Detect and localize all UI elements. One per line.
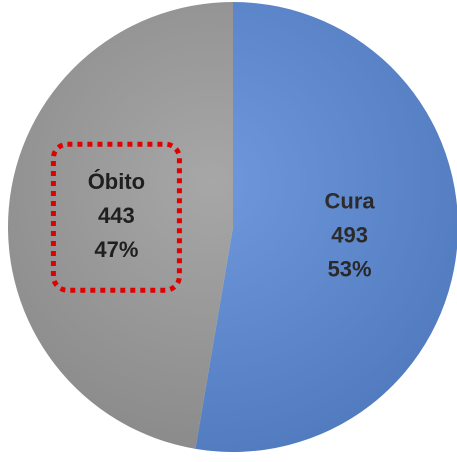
slice-percent: 53% bbox=[328, 257, 372, 282]
pie-slice bbox=[195, 2, 457, 452]
slice-label: Óbito bbox=[88, 169, 145, 194]
slice-value: 443 bbox=[98, 203, 135, 228]
slice-label: Cura bbox=[325, 189, 376, 214]
slice-value: 493 bbox=[331, 223, 368, 248]
slice-percent: 47% bbox=[94, 237, 138, 262]
